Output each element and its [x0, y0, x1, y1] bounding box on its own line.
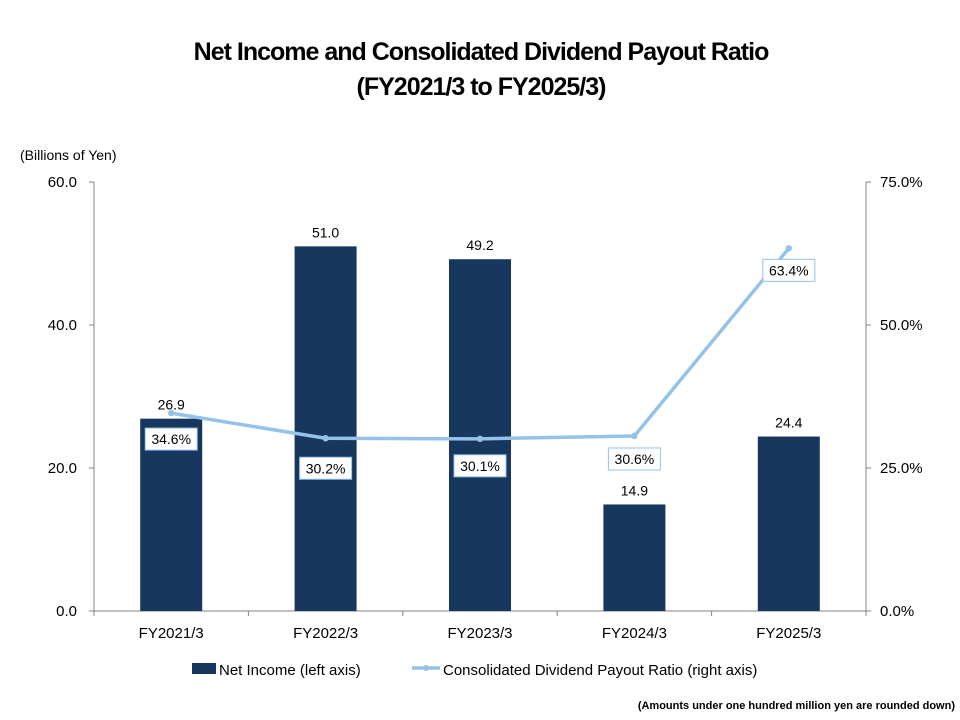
- line-series: [168, 245, 792, 443]
- axes: 0.0 20.0 40.0 60.0 0.0% 25.0% 50.0% 75.0%: [48, 174, 923, 620]
- left-tick-label: 40.0: [48, 317, 77, 334]
- ratio-data-label: 30.1%: [460, 458, 500, 474]
- left-tick-label: 20.0: [48, 460, 77, 477]
- bar: [294, 246, 357, 611]
- left-tick-label: 0.0: [56, 603, 77, 620]
- ratio-label-box: [453, 454, 507, 478]
- bar-data-label: 51.0: [312, 224, 339, 240]
- x-tick-label: FY2021/3: [139, 625, 204, 642]
- line-labels: 34.6% 30.2% 30.1% 30.6% 63.4%: [144, 258, 816, 480]
- bar: [603, 504, 666, 611]
- right-tick-label: 25.0%: [880, 460, 923, 477]
- ratio-label-box: [607, 447, 661, 471]
- x-tick-label: FY2025/3: [756, 625, 821, 642]
- bar-data-label: 26.9: [158, 397, 185, 413]
- left-axis-unit: (Billions of Yen): [20, 147, 117, 163]
- ratio-point: [785, 245, 792, 252]
- x-tick-label: FY2022/3: [293, 625, 358, 642]
- bars: [140, 246, 820, 611]
- legend-line-marker: [423, 665, 429, 671]
- ratio-data-label: 30.2%: [306, 460, 346, 476]
- bar-data-label: 14.9: [621, 482, 648, 498]
- bar: [449, 259, 511, 611]
- left-tick-label: 60.0: [48, 174, 77, 191]
- ratio-label-box: [144, 427, 198, 451]
- x-tick-label: FY2024/3: [602, 625, 667, 642]
- bar: [140, 418, 203, 611]
- legend-line-label: Consolidated Dividend Payout Ratio (righ…: [443, 662, 757, 679]
- legend-bar-label: Net Income (left axis): [219, 662, 361, 679]
- footnote: (Amounts under one hundred million yen a…: [638, 700, 956, 712]
- ratio-point: [168, 409, 175, 417]
- ratio-data-label: 30.6%: [615, 451, 655, 467]
- right-tick-label: 75.0%: [880, 174, 923, 191]
- legend-bar-swatch: [192, 663, 216, 674]
- bar-data-label: 49.2: [466, 237, 493, 253]
- bar-data-label: 24.4: [775, 415, 802, 431]
- ratio-point: [476, 435, 484, 443]
- chart-title-line1: Net Income and Consolidated Dividend Pay…: [194, 38, 769, 66]
- ratio-data-label: 63.4%: [769, 262, 809, 278]
- right-tick-label: 50.0%: [880, 317, 923, 334]
- ratio-point: [322, 435, 329, 442]
- legend: Net Income (left axis) Consolidated Divi…: [192, 662, 757, 679]
- right-tick-label: 0.0%: [880, 603, 914, 620]
- bar: [757, 436, 820, 611]
- bar-labels: 26.9 51.0 49.2 14.9 24.4: [158, 224, 803, 498]
- ratio-label-box: [299, 456, 353, 480]
- x-tick-label: FY2023/3: [447, 625, 512, 642]
- ratio-point: [631, 432, 638, 440]
- chart-title-line2: (FY2021/3 to FY2025/3): [357, 73, 607, 101]
- ratio-data-label: 34.6%: [151, 431, 191, 447]
- ratio-label-box: [762, 258, 816, 282]
- x-labels: FY2021/3 FY2022/3 FY2023/3 FY2024/3 FY2025/3: [139, 625, 822, 642]
